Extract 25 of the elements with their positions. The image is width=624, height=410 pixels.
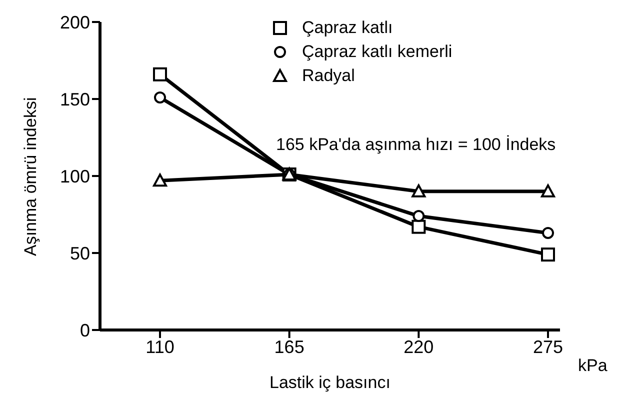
x-tick-label: 275 xyxy=(532,336,564,357)
point xyxy=(541,248,555,262)
y-tick-label: 0 xyxy=(80,320,90,340)
y-tick-label: 100 xyxy=(60,166,90,186)
point xyxy=(412,210,425,222)
x-tick-label: 110 xyxy=(146,336,174,357)
x-tick-label: 165 xyxy=(274,336,304,357)
y-axis-title: Aşınma ömrü indeksi xyxy=(21,97,40,256)
legend-label: Çapraz katlı kemerli xyxy=(302,42,452,62)
y-tick-label: 150 xyxy=(60,89,90,110)
point xyxy=(542,226,554,239)
x-axis-title: Lastik iç basıncı xyxy=(270,373,390,392)
legend-label: Radyal xyxy=(302,66,355,86)
annotation: 165 kPa'da aşınma hızı = 100 İndeks xyxy=(276,135,556,155)
point xyxy=(153,67,167,82)
point xyxy=(541,184,555,198)
point xyxy=(153,174,167,187)
legend-label: Çapraz katlı xyxy=(302,18,393,38)
y-tick-label: 50 xyxy=(70,243,90,264)
point xyxy=(412,184,426,198)
point xyxy=(154,91,166,104)
y-tick-label: 200 xyxy=(60,12,90,32)
x-tick-label: 220 xyxy=(404,336,434,357)
point xyxy=(412,220,426,234)
text: kPa xyxy=(578,356,608,376)
